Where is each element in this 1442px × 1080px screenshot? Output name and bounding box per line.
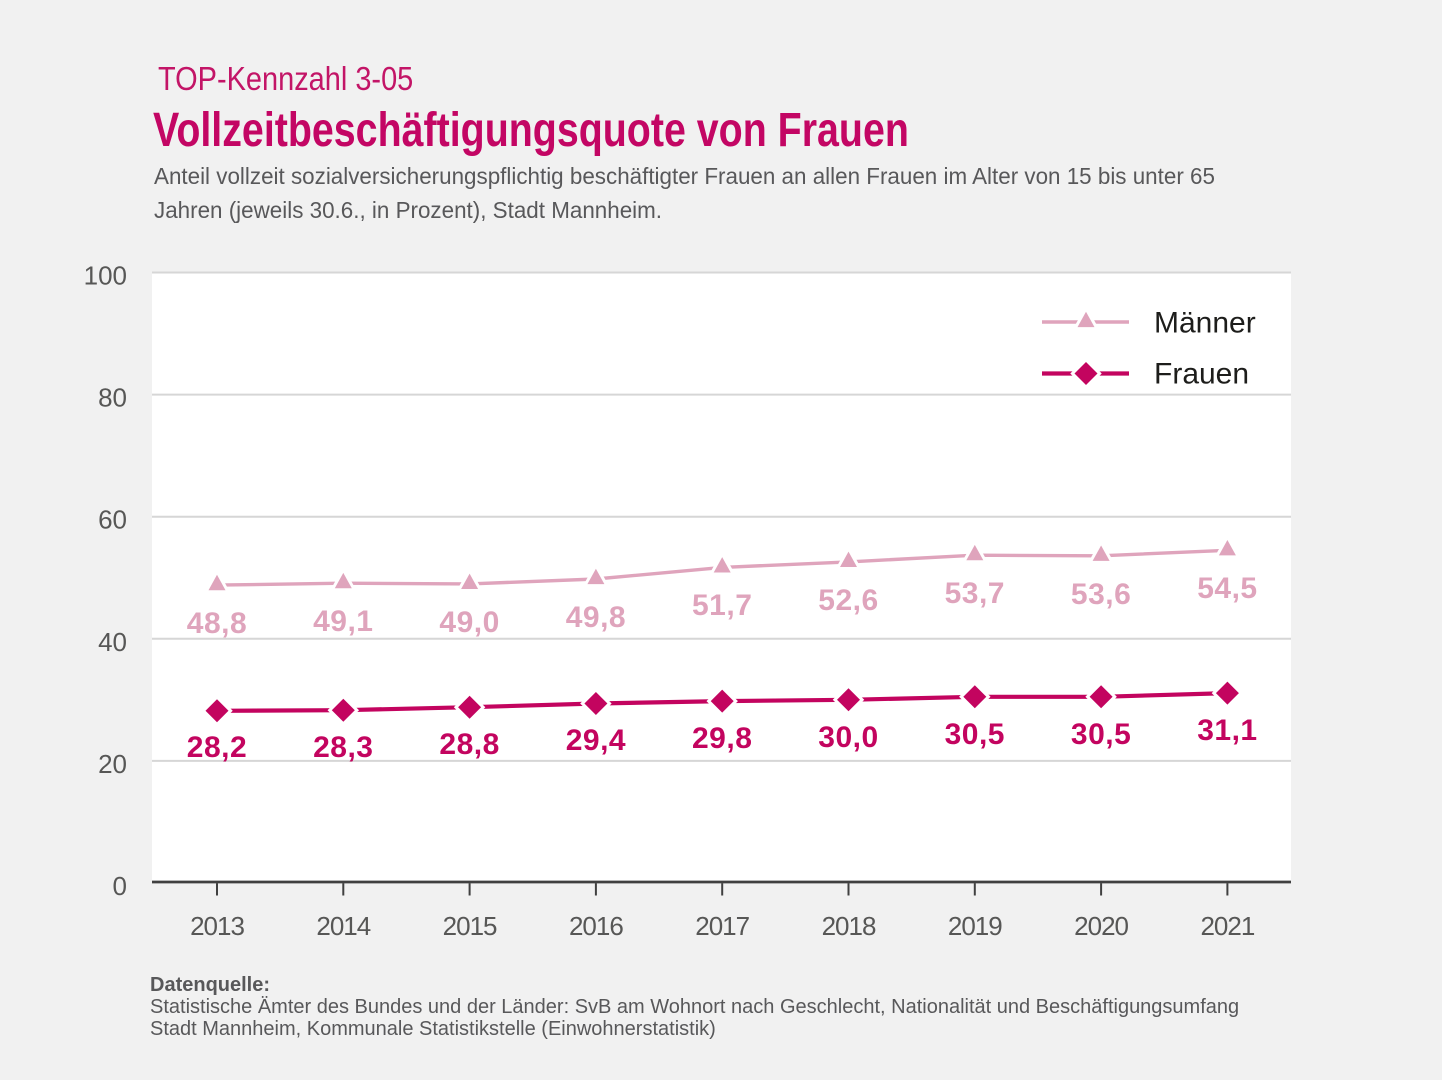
svg-text:2018: 2018 xyxy=(822,911,876,941)
svg-text:60: 60 xyxy=(98,505,127,535)
svg-text:100: 100 xyxy=(84,261,127,291)
svg-text:29,4: 29,4 xyxy=(566,724,626,757)
svg-text:2017: 2017 xyxy=(695,911,749,941)
svg-text:0: 0 xyxy=(113,871,127,901)
svg-text:2021: 2021 xyxy=(1200,911,1254,941)
svg-text:40: 40 xyxy=(98,627,127,657)
svg-text:80: 80 xyxy=(98,383,127,413)
svg-text:2020: 2020 xyxy=(1074,911,1128,941)
svg-text:48,8: 48,8 xyxy=(187,607,247,640)
svg-text:2015: 2015 xyxy=(443,911,497,941)
svg-text:54,5: 54,5 xyxy=(1197,572,1257,605)
svg-text:30,5: 30,5 xyxy=(1071,718,1131,751)
svg-text:2016: 2016 xyxy=(569,911,623,941)
svg-text:Frauen: Frauen xyxy=(1154,358,1249,391)
svg-text:20: 20 xyxy=(98,749,127,779)
svg-text:28,8: 28,8 xyxy=(439,728,499,761)
svg-text:28,3: 28,3 xyxy=(313,731,373,764)
svg-text:2014: 2014 xyxy=(316,911,370,941)
svg-text:31,1: 31,1 xyxy=(1197,714,1257,747)
svg-text:51,7: 51,7 xyxy=(692,589,752,622)
svg-text:30,5: 30,5 xyxy=(945,718,1005,751)
svg-text:53,6: 53,6 xyxy=(1071,578,1131,611)
svg-text:2013: 2013 xyxy=(190,911,244,941)
svg-text:49,1: 49,1 xyxy=(313,605,373,638)
svg-text:52,6: 52,6 xyxy=(818,584,878,617)
svg-text:53,7: 53,7 xyxy=(945,577,1005,610)
svg-text:49,8: 49,8 xyxy=(566,601,626,634)
svg-text:30,0: 30,0 xyxy=(818,721,878,754)
svg-text:29,8: 29,8 xyxy=(692,722,752,755)
svg-text:28,2: 28,2 xyxy=(187,731,247,764)
svg-text:49,0: 49,0 xyxy=(439,606,499,639)
svg-text:2019: 2019 xyxy=(948,911,1002,941)
svg-text:Männer: Männer xyxy=(1154,307,1256,340)
